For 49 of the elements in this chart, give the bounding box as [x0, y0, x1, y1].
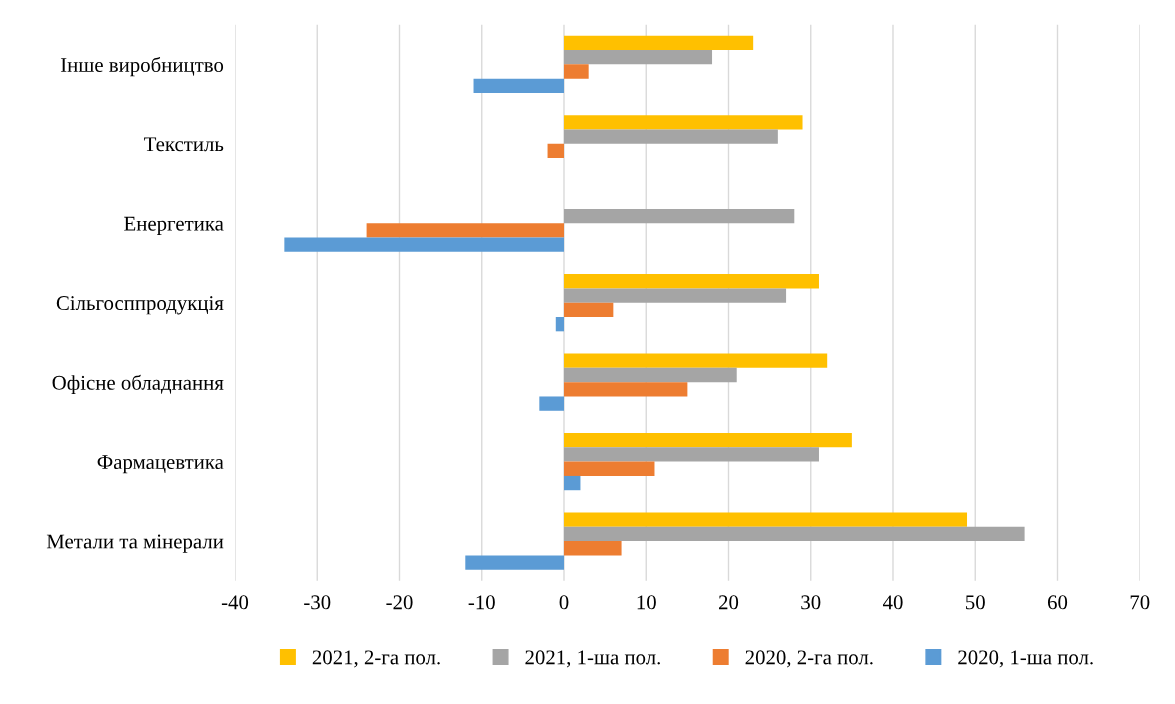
x-tick-label: 20 [719, 595, 739, 610]
bar [564, 461, 655, 476]
bar [564, 50, 713, 65]
x-tick-label: -20 [386, 595, 413, 610]
y-tick-label: Інше виробництво [60, 56, 224, 77]
bar [564, 367, 737, 383]
bar [564, 35, 754, 51]
y-tick-label: Фармацевтика [97, 455, 224, 474]
bar [564, 64, 589, 79]
bar [564, 115, 803, 130]
x-tick-label: -40 [221, 595, 249, 610]
x-tick-label: 0 [559, 595, 569, 610]
bar [564, 288, 787, 303]
bar [564, 512, 968, 527]
bar [564, 382, 688, 397]
bar [564, 447, 819, 462]
bar [564, 208, 795, 224]
x-tick-label: 70 [1130, 595, 1150, 610]
x-tick-label: -10 [468, 595, 495, 610]
bar [547, 143, 564, 159]
bar [564, 526, 1025, 542]
legend-label: 2021, 2-га пол. [312, 650, 440, 668]
y-tick-label: Офісне обладнання [52, 374, 224, 395]
legend-label: 2020, 2-га пол. [745, 650, 873, 668]
bar [284, 237, 564, 252]
bar [465, 555, 564, 570]
x-tick-label: 10 [637, 595, 656, 610]
y-tick-label: Текстиль [144, 137, 224, 152]
y-tick-label: Енергетика [124, 216, 224, 235]
legend-label: 2020, 1-ша пол. [958, 650, 1093, 668]
x-tick-label: 40 [882, 595, 903, 610]
x-tick-label: 30 [801, 595, 821, 610]
bar [366, 223, 564, 238]
bar [564, 129, 778, 144]
bar [539, 396, 564, 411]
bar [564, 274, 819, 289]
y-tick-label: Сільгосппродукція [56, 296, 224, 315]
y-tick-label: Метали та мінерали [46, 534, 224, 553]
x-tick-label: -30 [304, 595, 331, 610]
bar [555, 317, 564, 332]
legend-label: 2021, 1-ша пол. [525, 650, 660, 668]
bar [564, 353, 828, 368]
x-tick-label: 60 [1047, 595, 1068, 610]
bar [564, 541, 622, 556]
bar [473, 78, 564, 93]
bar [564, 302, 614, 318]
bar [564, 475, 581, 491]
x-tick-label: 50 [966, 595, 985, 610]
bar [564, 433, 852, 448]
